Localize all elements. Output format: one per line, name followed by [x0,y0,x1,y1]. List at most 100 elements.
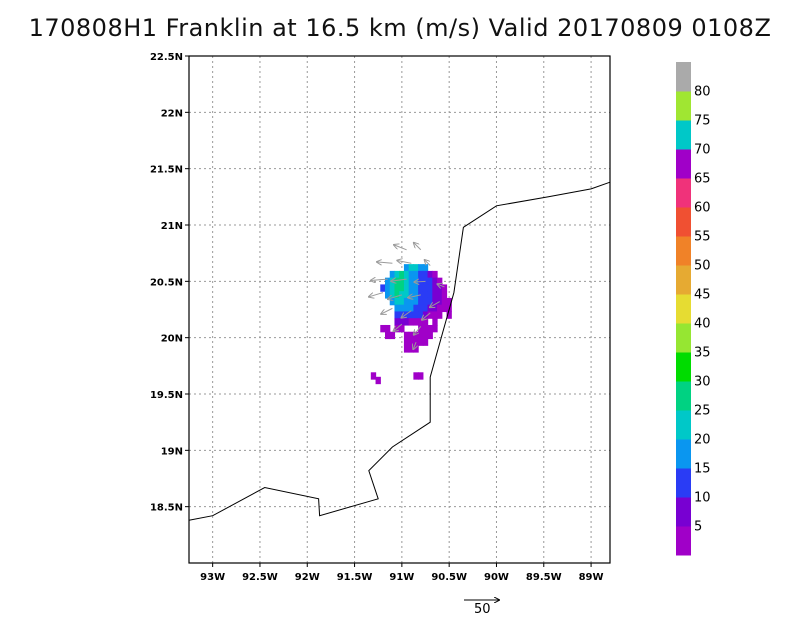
lat-tick-label: 19N [161,446,183,457]
wind-speed-cell [399,318,405,326]
wind-speed-cell [375,376,381,385]
wind-speed-cell [432,304,438,313]
wind-vector-arrow [393,323,403,331]
wind-speed-cell [418,338,424,346]
wind-vector-arrow [377,262,393,263]
wind-speed-cell [413,270,419,279]
wind-speed-cell [394,270,400,279]
wind-speed-cell [403,264,410,272]
wind-speed-cell [418,304,424,313]
colorbar-swatch [676,468,691,498]
wind-speed-cell [408,277,414,286]
map-frame [188,55,611,564]
colorbar-label: 25 [694,404,711,419]
colorbar-swatch [676,236,691,266]
wind-speed-cell [389,331,396,340]
wind-speed-cell [422,297,429,306]
wind-vector-arrow [437,284,445,287]
wind-speed-cell [403,331,410,340]
wind-speed-cell [422,318,429,326]
wind-speed-cell [418,284,424,292]
wind-speed-cell [437,311,443,319]
wind-speed-cell [427,291,433,299]
wind-speed-cell [441,291,448,299]
wind-speed-cell [427,324,433,333]
wind-speed-cell [394,304,400,313]
wind-speed-cell [418,270,424,279]
lon-tick-label: 91.5W [337,572,373,583]
wind-vector-arrow [381,307,393,314]
wind-speed-cell [403,284,410,292]
wind-speed-cell [432,291,438,299]
wind-speed-cell [418,311,424,319]
wind-speed-cell [394,311,400,319]
colorbar-swatch [676,526,691,556]
wind-speed-cell [432,277,438,286]
wind-speed-cell [408,318,414,326]
wind-vector-arrow [430,301,440,308]
wind-speed-cell [422,270,429,279]
wind-speed-cell [394,291,400,299]
wind-speed-cell [413,304,419,313]
wind-vector-arrow [408,295,421,298]
wind-speed-cell [422,291,429,299]
wind-speed-cell [437,277,443,286]
lon-tick-label: 89W [579,572,604,583]
wind-speed-cell [413,297,419,306]
lat-tick-label: 22N [161,108,183,119]
wind-speed-cell [408,284,414,292]
wind-speed-cell [389,297,396,306]
colorbar-swatch [676,62,691,92]
plot-title: 170808H1 Franklin at 16.5 km (m/s) Valid… [28,14,772,42]
wind-vector-arrow [414,281,426,282]
wind-speed-field [370,264,452,385]
wind-speed-cell [422,264,429,272]
wind-speed-cell [408,304,414,313]
coastline-path [188,181,611,521]
wind-speed-cell [408,270,414,279]
wind-speed-cell [399,270,405,279]
wind-speed-cell [441,304,448,313]
wind-speed-cell [394,297,400,306]
wind-speed-cell [408,264,414,272]
wind-vector-arrow [391,279,407,281]
reference-vector-label: 50 [474,602,491,617]
lon-tick-label: 90W [484,572,509,583]
wind-speed-cell [385,284,391,292]
wind-speed-cell [427,311,433,319]
wind-speed-cell [380,284,386,292]
wind-vector-arrow [388,294,403,299]
wind-vector-arrow [394,245,407,251]
lon-tick-label: 91W [389,572,414,583]
wind-speed-cell [418,297,424,306]
lat-tick-label: 20N [161,334,183,345]
wind-speed-cell [413,311,419,319]
colorbar-label: 70 [694,143,711,158]
lon-tick-label: 89.5W [526,572,562,583]
colorbar-label: 40 [694,317,711,332]
wind-speed-cell [385,277,391,286]
wind-speed-cell [399,304,405,313]
lat-tick-label: 18.5N [150,503,183,514]
colorbar-label: 45 [694,288,711,303]
lat-tick-label: 20.5N [150,277,183,288]
wind-speed-cell [399,297,405,306]
wind-speed-cell [422,277,429,286]
wind-speed-cell [370,372,377,380]
wind-speed-cell [399,324,405,333]
wind-speed-cell [408,297,414,306]
colorbar-label: 50 [694,259,711,274]
wind-speed-cell [427,277,433,286]
wind-speed-cell [408,311,414,319]
wind-speed-cell [403,270,410,279]
lon-tick-label: 93W [200,572,225,583]
colorbar-swatch [676,149,691,179]
wind-vector-arrow [425,260,431,266]
lon-tick-label: 92.5W [242,572,278,583]
wind-speed-cell [399,284,405,292]
wind-speed-cell [418,318,424,326]
colorbar-label: 65 [694,172,711,187]
wind-speed-cell [403,338,410,346]
wind-vectors [369,243,445,349]
